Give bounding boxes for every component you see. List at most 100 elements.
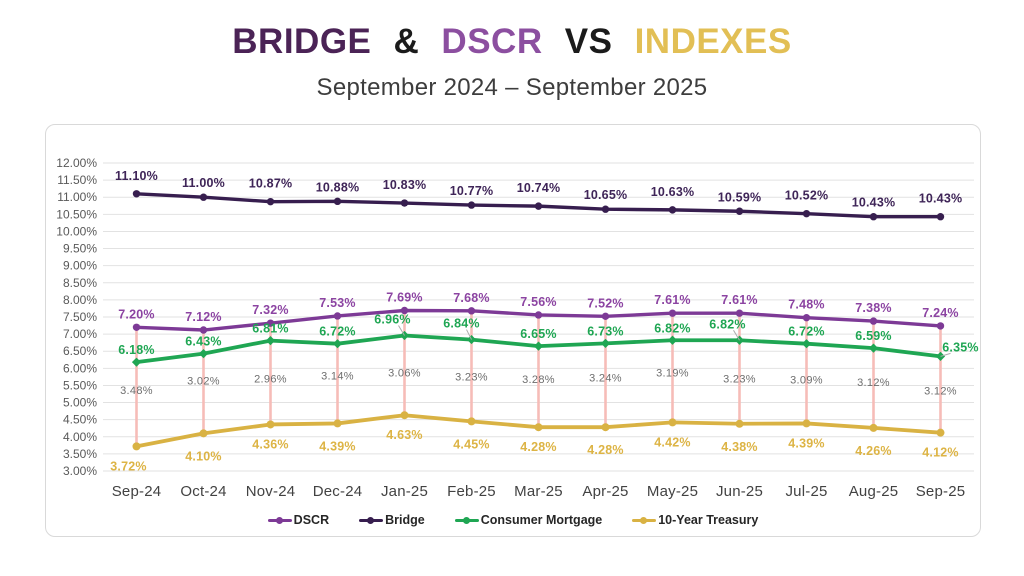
marker-bridge	[534, 202, 543, 210]
spread-data-label: 3.12%	[924, 385, 957, 397]
marker-consumer-mortgage	[332, 339, 343, 349]
data-label-consumer-mortgage: 6.59%	[855, 329, 891, 343]
spread-data-label: 3.28%	[522, 374, 555, 386]
marker-10-year-treasury	[668, 418, 677, 427]
title-bridge: BRIDGE	[232, 22, 372, 61]
data-label-consumer-mortgage: 6.84%	[443, 317, 479, 331]
marker-bridge	[869, 213, 878, 221]
treasury-line-marker-icon	[632, 516, 657, 525]
marker-dscr	[668, 309, 677, 317]
marker-bridge	[333, 197, 342, 206]
data-label-10-year-treasury: 4.12%	[922, 446, 958, 460]
legend-item-bridge: Bridge	[359, 513, 425, 527]
x-axis-label: Nov-24	[246, 483, 296, 500]
data-label-10-year-treasury: 4.26%	[855, 444, 891, 458]
marker-bridge	[601, 205, 610, 213]
data-label-dscr: 7.69%	[386, 290, 422, 304]
marker-10-year-treasury	[199, 429, 208, 438]
title-ampersand: &	[393, 22, 420, 61]
y-axis-tick-label: 6.50%	[63, 344, 97, 358]
data-label-bridge: 10.74%	[517, 181, 561, 195]
consumer-mortgage-line-marker-icon	[454, 516, 479, 525]
data-label-10-year-treasury: 4.10%	[185, 449, 221, 463]
data-label-dscr: 7.61%	[654, 293, 690, 307]
x-axis-label: Jun-25	[716, 483, 763, 500]
x-axis-label: Apr-25	[582, 483, 628, 500]
data-label-dscr: 7.38%	[855, 301, 891, 315]
legend-label-dscr: DSCR	[293, 513, 330, 527]
data-label-consumer-mortgage: 6.81%	[252, 322, 288, 336]
y-axis-tick-label: 6.00%	[63, 361, 97, 375]
title-indexes: INDEXES	[634, 22, 792, 61]
marker-10-year-treasury	[400, 411, 409, 420]
spread-data-label: 3.19%	[656, 367, 689, 379]
marker-consumer-mortgage	[265, 336, 276, 346]
marker-10-year-treasury	[735, 419, 744, 428]
data-label-10-year-treasury: 3.72%	[110, 459, 146, 473]
spread-data-label: 3.14%	[321, 371, 354, 383]
marker-consumer-mortgage	[801, 339, 812, 349]
x-axis-label: Oct-24	[180, 483, 226, 500]
data-label-bridge: 10.88%	[316, 180, 360, 194]
data-label-dscr: 7.68%	[453, 291, 489, 305]
label-leader-line	[733, 330, 740, 341]
label-leader-line	[940, 352, 951, 357]
marker-bridge	[266, 197, 275, 206]
data-label-10-year-treasury: 4.39%	[788, 436, 824, 450]
data-label-bridge: 10.77%	[450, 184, 494, 198]
x-axis-label: Jul-25	[785, 483, 827, 500]
marker-bridge	[936, 213, 945, 221]
marker-consumer-mortgage	[399, 330, 410, 341]
marker-10-year-treasury	[869, 423, 878, 432]
data-label-10-year-treasury: 4.39%	[319, 439, 355, 453]
data-label-bridge: 10.65%	[584, 188, 628, 202]
y-axis-tick-label: 7.50%	[63, 310, 97, 324]
marker-consumer-mortgage	[198, 349, 209, 359]
y-axis-tick-label: 8.00%	[63, 293, 97, 307]
marker-dscr	[534, 311, 543, 319]
marker-10-year-treasury	[467, 417, 476, 426]
marker-dscr	[802, 313, 811, 322]
marker-10-year-treasury	[534, 423, 543, 432]
marker-bridge	[400, 199, 409, 207]
marker-10-year-treasury	[601, 423, 610, 432]
data-label-dscr: 7.56%	[520, 295, 556, 309]
marker-dscr	[266, 319, 275, 327]
data-label-consumer-mortgage: 6.96%	[374, 312, 410, 326]
y-axis-tick-label: 3.50%	[63, 447, 97, 461]
marker-dscr	[869, 317, 878, 325]
marker-dscr	[400, 306, 409, 315]
marker-consumer-mortgage	[667, 335, 678, 345]
marker-dscr	[601, 312, 610, 321]
data-label-consumer-mortgage: 6.18%	[118, 343, 154, 357]
legend-label-10-year-treasury: 10-Year Treasury	[658, 513, 759, 527]
marker-dscr	[199, 326, 208, 334]
label-leader-line	[398, 325, 405, 336]
data-label-bridge: 10.83%	[383, 178, 427, 192]
marker-consumer-mortgage	[131, 357, 142, 367]
data-label-dscr: 7.32%	[252, 303, 288, 317]
spread-data-label: 3.09%	[790, 375, 823, 387]
data-label-bridge: 10.43%	[919, 192, 963, 206]
marker-bridge	[467, 201, 476, 209]
data-label-dscr: 7.20%	[118, 307, 154, 321]
y-axis-tick-label: 5.50%	[63, 378, 97, 392]
title-vs: VS	[564, 22, 613, 61]
marker-dscr	[132, 323, 141, 331]
marker-dscr	[936, 322, 945, 330]
chart-subtitle: September 2024 – September 2025	[316, 74, 708, 101]
spread-data-label: 3.12%	[857, 377, 890, 389]
y-axis-tick-label: 9.50%	[63, 242, 97, 256]
data-label-dscr: 7.12%	[185, 310, 221, 324]
legend-item-10-year-treasury: 10-Year Treasury	[632, 513, 758, 527]
marker-dscr	[467, 307, 476, 315]
marker-bridge	[199, 193, 208, 201]
data-label-10-year-treasury: 4.45%	[453, 437, 489, 451]
marker-bridge	[802, 209, 811, 218]
y-axis-tick-label: 7.00%	[63, 327, 97, 341]
data-label-bridge: 10.63%	[651, 185, 695, 199]
marker-10-year-treasury	[333, 419, 342, 428]
spread-data-label: 2.96%	[254, 374, 287, 386]
data-label-bridge: 11.10%	[115, 169, 158, 183]
y-axis-tick-label: 9.00%	[63, 259, 97, 273]
